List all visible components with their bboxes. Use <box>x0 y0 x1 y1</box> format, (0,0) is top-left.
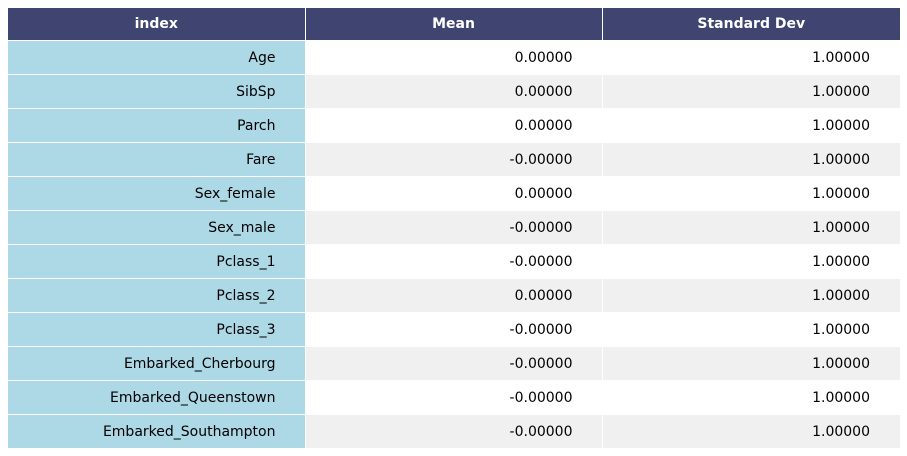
header-row: index Mean Standard Dev <box>8 8 900 41</box>
index-cell: Pclass_3 <box>8 312 305 347</box>
mean-cell: -0.00000 <box>304 210 602 245</box>
std-cell: 1.00000 <box>601 40 900 75</box>
index-cell: Pclass_1 <box>8 244 305 279</box>
mean-cell: -0.00000 <box>304 346 602 381</box>
index-cell: Embarked_Southampton <box>8 414 305 448</box>
mean-cell: 0.00000 <box>304 176 602 211</box>
header-std: Standard Dev <box>601 8 900 41</box>
std-cell: 1.00000 <box>601 108 900 143</box>
table-row: Pclass_2 0.00000 1.00000 <box>8 278 900 313</box>
index-cell: Parch <box>8 108 305 143</box>
std-cell: 1.00000 <box>601 414 900 448</box>
table-row: Age 0.00000 1.00000 <box>8 40 900 75</box>
std-cell: 1.00000 <box>601 176 900 211</box>
index-cell: Embarked_Cherbourg <box>8 346 305 381</box>
table-row: Parch 0.00000 1.00000 <box>8 108 900 143</box>
mean-cell: -0.00000 <box>304 142 602 177</box>
stats-table-container: index Mean Standard Dev Age 0.00000 1.0000… <box>8 8 900 448</box>
table-header: index Mean Standard Dev <box>8 8 900 41</box>
table-row: Embarked_Cherbourg -0.00000 1.00000 <box>8 346 900 381</box>
table-row: Sex_male -0.00000 1.00000 <box>8 210 900 245</box>
std-cell: 1.00000 <box>601 346 900 381</box>
table-body: Age 0.00000 1.00000 SibSp 0.00000 1.00000 Parc… <box>8 40 900 448</box>
table-row: Fare -0.00000 1.00000 <box>8 142 900 177</box>
mean-cell: -0.00000 <box>304 244 602 279</box>
mean-cell: 0.00000 <box>304 74 602 109</box>
mean-cell: 0.00000 <box>304 40 602 75</box>
mean-cell: -0.00000 <box>304 380 602 415</box>
mean-cell: -0.00000 <box>304 312 602 347</box>
table-row: Pclass_3 -0.00000 1.00000 <box>8 312 900 347</box>
index-cell: Embarked_Queenstown <box>8 380 305 415</box>
index-cell: Pclass_2 <box>8 278 305 313</box>
table-row: SibSp 0.00000 1.00000 <box>8 74 900 109</box>
std-cell: 1.00000 <box>601 278 900 313</box>
header-mean: Mean <box>304 8 602 41</box>
mean-cell: 0.00000 <box>304 278 602 313</box>
table-row: Pclass_1 -0.00000 1.00000 <box>8 244 900 279</box>
stats-table: index Mean Standard Dev Age 0.00000 1.0000… <box>8 8 900 448</box>
std-cell: 1.00000 <box>601 210 900 245</box>
std-cell: 1.00000 <box>601 74 900 109</box>
std-cell: 1.00000 <box>601 380 900 415</box>
index-cell: SibSp <box>8 74 305 109</box>
index-cell: Sex_male <box>8 210 305 245</box>
index-cell: Age <box>8 40 305 75</box>
index-cell: Fare <box>8 142 305 177</box>
header-index: index <box>8 8 305 41</box>
std-cell: 1.00000 <box>601 312 900 347</box>
table-row: Embarked_Queenstown -0.00000 1.00000 <box>8 380 900 415</box>
std-cell: 1.00000 <box>601 142 900 177</box>
table-row: Embarked_Southampton -0.00000 1.00000 <box>8 414 900 448</box>
mean-cell: 0.00000 <box>304 108 602 143</box>
index-cell: Sex_female <box>8 176 305 211</box>
mean-cell: -0.00000 <box>304 414 602 448</box>
table-row: Sex_female 0.00000 1.00000 <box>8 176 900 211</box>
std-cell: 1.00000 <box>601 244 900 279</box>
